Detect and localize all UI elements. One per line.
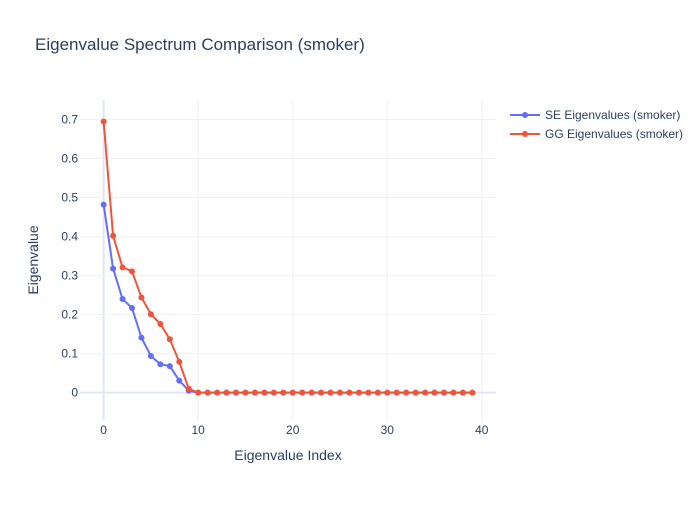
data-point <box>422 389 429 396</box>
series-layer <box>100 118 476 396</box>
data-point <box>147 311 154 318</box>
data-point <box>327 389 334 396</box>
data-point <box>318 389 325 396</box>
data-point <box>138 294 145 301</box>
data-point <box>431 389 438 396</box>
x-axis-ticks: 0 10 20 30 40 <box>100 423 489 437</box>
data-point <box>393 389 400 396</box>
data-point <box>138 334 145 341</box>
data-point <box>119 296 126 303</box>
data-point <box>176 358 183 365</box>
y-axis-title: Eigenvalue <box>25 225 41 294</box>
data-point <box>441 389 447 396</box>
data-point <box>195 389 202 396</box>
data-point <box>166 363 173 370</box>
y-axis-ticks: 0 0.1 0.2 0.3 0.4 0.5 0.6 0.7 <box>61 113 78 400</box>
data-point <box>100 118 107 125</box>
data-point <box>166 336 173 343</box>
series-se <box>100 201 476 396</box>
data-point <box>233 389 239 396</box>
legend[interactable]: SE Eigenvalues (smoker) GG Eigenvalues (s… <box>510 108 683 141</box>
data-point <box>185 385 192 392</box>
data-point <box>110 232 117 239</box>
data-point <box>289 389 296 396</box>
legend-item-se[interactable]: SE Eigenvalues (smoker) <box>510 108 680 122</box>
data-point <box>374 389 381 396</box>
legend-item-gg[interactable]: GG Eigenvalues (smoker) <box>510 127 683 141</box>
data-point <box>261 389 268 396</box>
y-tick-label: 0.1 <box>61 347 78 361</box>
data-point <box>110 265 117 272</box>
data-point <box>346 389 353 396</box>
y-tick-label: 0.4 <box>61 230 78 244</box>
data-point <box>242 389 249 396</box>
legend-marker-swatch <box>522 131 528 137</box>
data-point <box>157 321 164 327</box>
data-point <box>129 305 135 311</box>
series-gg <box>100 118 476 396</box>
data-point <box>412 389 419 396</box>
data-point <box>337 389 343 396</box>
data-point <box>365 389 372 396</box>
grid-lines <box>80 100 496 420</box>
data-point <box>355 389 362 396</box>
data-point <box>129 268 135 275</box>
x-tick-label: 10 <box>192 423 206 437</box>
data-point <box>270 389 277 396</box>
data-point <box>450 389 457 396</box>
y-tick-label: 0.6 <box>61 152 78 166</box>
data-point <box>251 389 258 396</box>
data-point <box>223 389 230 396</box>
data-point <box>100 201 107 208</box>
data-point <box>384 389 391 396</box>
data-point <box>204 389 211 396</box>
data-point <box>403 389 410 396</box>
data-point <box>119 264 126 271</box>
legend-marker-swatch <box>522 112 528 118</box>
x-axis-title: Eigenvalue Index <box>234 447 341 463</box>
data-point <box>459 389 466 396</box>
y-tick-label: 0.3 <box>61 269 78 283</box>
data-point <box>214 389 221 396</box>
data-point <box>176 377 183 384</box>
data-point <box>299 389 306 396</box>
series-line <box>102 121 473 394</box>
legend-label: GG Eigenvalues (smoker) <box>545 127 683 141</box>
x-tick-label: 20 <box>286 423 300 437</box>
x-tick-label: 30 <box>381 423 395 437</box>
x-tick-label: 40 <box>475 423 489 437</box>
chart-title: Eigenvalue Spectrum Comparison (smoker) <box>35 35 365 54</box>
data-point <box>308 389 315 396</box>
data-point <box>280 389 287 396</box>
data-point <box>147 353 154 359</box>
y-tick-label: 0.7 <box>61 113 78 127</box>
data-point <box>469 389 476 396</box>
legend-label: SE Eigenvalues (smoker) <box>545 108 680 122</box>
y-tick-label: 0.5 <box>61 191 78 205</box>
data-point <box>157 361 164 368</box>
y-tick-label: 0.2 <box>61 308 78 322</box>
y-tick-label: 0 <box>71 386 78 400</box>
x-tick-label: 0 <box>100 423 107 437</box>
